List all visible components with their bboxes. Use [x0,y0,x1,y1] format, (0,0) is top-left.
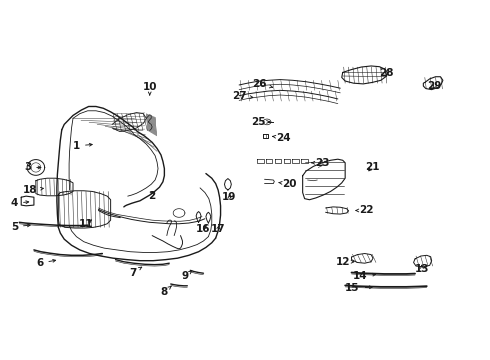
Text: 1: 1 [73,141,92,151]
Text: 11: 11 [79,219,94,229]
Text: 21: 21 [365,162,379,172]
Text: 20: 20 [279,179,296,189]
Text: 12: 12 [336,257,354,267]
Text: 4: 4 [11,198,29,208]
Text: 3: 3 [24,162,41,172]
Text: 29: 29 [427,81,442,91]
Text: 27: 27 [232,91,253,101]
Text: 10: 10 [143,82,157,95]
Text: 2: 2 [148,191,156,201]
Text: 17: 17 [211,225,225,234]
Text: 25: 25 [251,117,270,127]
Text: 23: 23 [312,158,329,168]
Text: 8: 8 [161,286,171,297]
Text: 13: 13 [415,264,429,274]
Text: 24: 24 [273,133,291,143]
Text: 15: 15 [345,283,372,293]
Text: 9: 9 [182,271,192,281]
Text: 6: 6 [36,258,55,268]
Text: 14: 14 [352,271,376,281]
Text: 26: 26 [252,79,272,89]
Text: 7: 7 [129,267,142,278]
Text: 18: 18 [23,185,44,195]
Text: 22: 22 [356,206,373,216]
Text: 16: 16 [196,225,211,234]
Text: 19: 19 [222,192,237,202]
Text: 28: 28 [379,68,394,78]
Text: 5: 5 [11,222,30,231]
